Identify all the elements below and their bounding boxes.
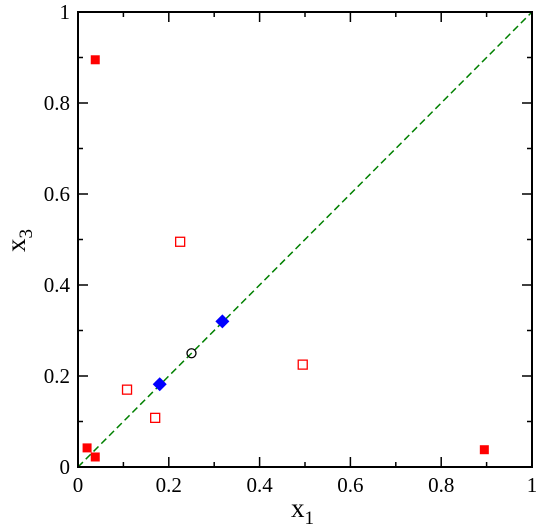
y-tick-label: 0.8	[44, 91, 70, 115]
x-tick-label: 0.8	[428, 473, 454, 497]
y-tick-label: 1	[60, 0, 71, 24]
point-open-square	[174, 236, 186, 247]
x-tick-label: 0	[73, 473, 84, 497]
point-filled-square	[90, 452, 100, 462]
point-open-square	[150, 412, 161, 424]
y-tick-label: 0	[60, 455, 71, 479]
point-open-square	[297, 359, 308, 370]
y-tick-label: 0.6	[44, 182, 70, 206]
point-open-circle	[186, 348, 197, 359]
reference-diagonal-line	[77, 11, 533, 468]
y-tick-label: 0.4	[44, 273, 71, 297]
y-axis-label: x3	[1, 229, 37, 252]
point-filled-square	[479, 445, 489, 455]
y-tick-label: 0.2	[44, 364, 70, 388]
x-tick-label: 0.6	[337, 473, 363, 497]
x-tick-label: 0.4	[246, 473, 273, 497]
point-filled-square	[90, 55, 100, 65]
x-axis-label: x1	[291, 493, 314, 529]
point-filled-diamond	[215, 314, 230, 329]
point-filled-square	[82, 443, 92, 453]
x-tick-label: 1	[527, 473, 538, 497]
point-open-square	[121, 384, 133, 395]
x-tick-label: 0.2	[156, 473, 182, 497]
point-filled-diamond	[152, 377, 167, 392]
